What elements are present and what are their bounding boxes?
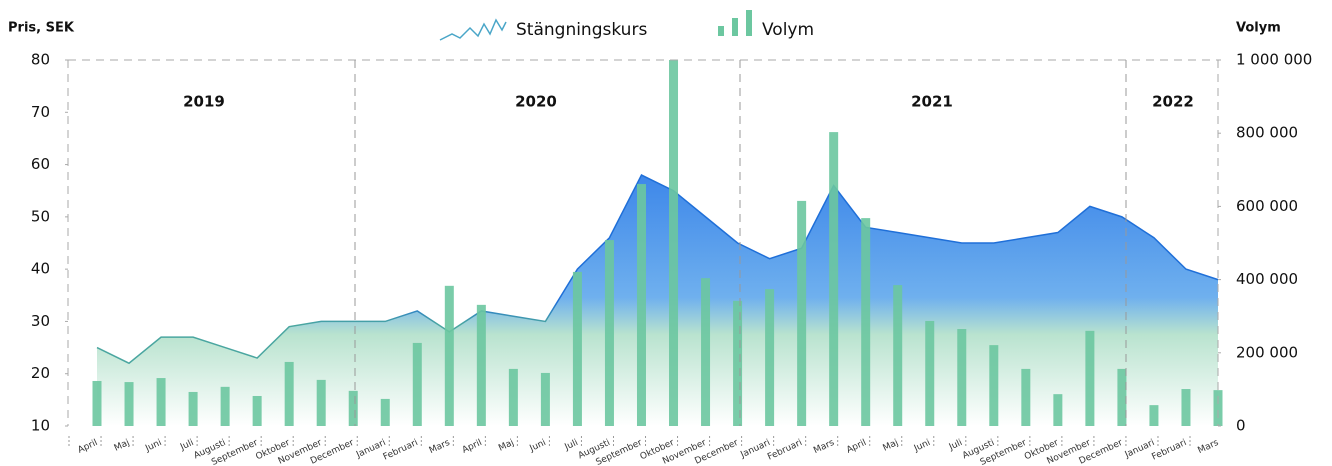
volume-bar (701, 278, 711, 426)
x-tick-label: April (76, 438, 99, 456)
volume-bar (1021, 368, 1031, 426)
volume-bar (829, 132, 839, 427)
legend-label: Volym (762, 20, 814, 40)
volume-bar (1117, 368, 1127, 426)
volume-bar (1181, 389, 1191, 426)
volume-bar (572, 271, 582, 426)
volume-bar (380, 398, 390, 426)
x-tick-label: Juli (178, 438, 195, 453)
volume-bar (1085, 330, 1095, 426)
x-tick-label: Februari (766, 438, 804, 463)
y2-tick-label: 800 000 (1236, 124, 1298, 142)
year-label: 2021 (911, 93, 953, 111)
x-tick-label: Februari (382, 438, 420, 463)
price-line (96, 174, 1219, 365)
year-label: 2022 (1152, 93, 1194, 111)
volume-bar (252, 395, 262, 426)
volume-bar (893, 285, 903, 426)
volume-bar (92, 380, 102, 426)
y-tick-label: 40 (31, 260, 50, 278)
volume-bar (156, 378, 166, 426)
legend-line-icon (439, 18, 507, 41)
y-tick-label: 60 (31, 155, 50, 173)
y2-tick-label: 1 000 000 (1236, 51, 1312, 69)
volume-bar (733, 300, 743, 426)
legend-label: Stängningskurs (516, 20, 647, 40)
legend-bar-icon (746, 10, 752, 36)
volume-bar (220, 386, 230, 426)
x-tick-label: Februari (1150, 438, 1188, 463)
x-tick-label: Juli (563, 438, 580, 453)
volume-bar (476, 304, 486, 426)
volume-bar (957, 329, 967, 426)
volume-bar (348, 390, 358, 426)
year-label: 2019 (183, 93, 225, 111)
volume-bar (765, 289, 775, 426)
volume-bar (284, 361, 294, 426)
volume-bar (861, 218, 871, 426)
y-tick-label: 70 (31, 103, 50, 121)
price-area (97, 175, 1218, 426)
volume-bar (188, 391, 198, 426)
x-tick-label: Juni (912, 438, 932, 454)
volume-bar (124, 382, 134, 426)
y2-tick-label: 400 000 (1236, 270, 1298, 288)
x-tick-label: Mars (1196, 438, 1220, 456)
y-tick-label: 50 (31, 207, 50, 225)
y2-axis-title: Volym (1236, 21, 1281, 36)
x-tick-label: Juli (947, 438, 964, 453)
x-tick-label: Maj (113, 438, 132, 454)
volume-bar (925, 320, 935, 426)
year-label: 2020 (515, 93, 557, 111)
x-tick-label: Mars (812, 438, 836, 456)
volume-bar (797, 200, 807, 426)
volume-bar (669, 60, 679, 426)
y2-tick-label: 0 (1236, 417, 1246, 435)
volume-bar (636, 184, 646, 426)
x-tick-label: April (845, 438, 868, 456)
volume-bar (540, 372, 550, 426)
x-tick-label: Maj (882, 438, 901, 454)
volume-bar (1213, 390, 1223, 426)
y-tick-label: 80 (31, 51, 50, 69)
x-tick-label: Mars (428, 438, 452, 456)
volume-bar (1053, 394, 1063, 426)
plot (92, 60, 1223, 427)
legend-bar-icon (718, 26, 724, 36)
volume-bar (316, 379, 326, 426)
y2-tick-label: 200 000 (1236, 343, 1298, 361)
volume-bar (1149, 405, 1159, 426)
legend-bar-icon (732, 18, 738, 36)
x-tick-label: April (461, 438, 484, 456)
volume-bar (412, 342, 422, 426)
volume-bar (604, 240, 614, 426)
y2-tick-label: 600 000 (1236, 197, 1298, 215)
volume-bar (508, 368, 518, 426)
volume-bar (989, 345, 999, 426)
x-tick-label: Juni (528, 438, 548, 454)
x-tick-label: Maj (497, 438, 516, 454)
y-axis-title: Pris, SEK (8, 21, 75, 36)
y-tick-label: 20 (31, 364, 50, 382)
y-tick-label: 30 (31, 312, 50, 330)
y-tick-label: 10 (31, 417, 50, 435)
volume-bar (444, 285, 454, 426)
x-tick-label: Juni (143, 438, 163, 454)
